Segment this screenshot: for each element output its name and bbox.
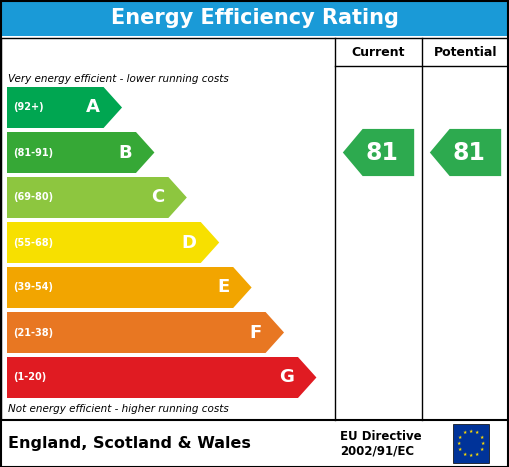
Text: England, Scotland & Wales: England, Scotland & Wales [8,436,251,451]
Text: ★: ★ [475,430,479,435]
Polygon shape [7,267,251,308]
Polygon shape [7,312,284,353]
Polygon shape [343,129,414,176]
Text: (55-68): (55-68) [13,238,53,248]
Text: ★: ★ [457,441,461,446]
Text: (81-91): (81-91) [13,148,53,157]
Text: ★: ★ [481,441,486,446]
Polygon shape [7,222,219,263]
Polygon shape [7,87,122,128]
Polygon shape [430,129,501,176]
Polygon shape [7,357,317,398]
Text: ★: ★ [479,447,484,452]
Bar [0,0,509,36]
Text: EU Directive: EU Directive [340,430,421,443]
Bar [1,420,508,467]
Text: ★: ★ [469,453,473,458]
Text: Potential: Potential [434,45,497,58]
Text: 81: 81 [453,141,486,164]
Text: (21-38): (21-38) [13,327,53,338]
Text: (92+): (92+) [13,102,44,113]
Polygon shape [7,177,187,218]
Text: ★: ★ [458,447,463,452]
Text: E: E [217,278,229,297]
Bar [453,424,489,463]
Text: A: A [86,99,100,116]
Text: F: F [249,324,262,341]
Text: Energy Efficiency Rating: Energy Efficiency Rating [110,8,399,28]
Text: D: D [182,234,197,252]
Text: B: B [119,143,132,162]
Text: ★: ★ [463,452,467,457]
Bar [1,38,508,420]
Text: (1-20): (1-20) [13,373,46,382]
Text: Current: Current [352,45,405,58]
Text: 2002/91/EC: 2002/91/EC [340,445,414,458]
Text: ★: ★ [469,429,473,434]
Text: ★: ★ [458,435,463,440]
Text: Very energy efficient - lower running costs: Very energy efficient - lower running co… [8,74,229,84]
Text: ★: ★ [475,452,479,457]
Text: ★: ★ [463,430,467,435]
Polygon shape [7,132,154,173]
Text: ★: ★ [479,435,484,440]
Text: (69-80): (69-80) [13,192,53,203]
Text: 81: 81 [365,141,399,164]
Text: G: G [279,368,294,387]
Text: C: C [151,189,164,206]
Text: (39-54): (39-54) [13,283,53,292]
Text: Not energy efficient - higher running costs: Not energy efficient - higher running co… [8,404,229,414]
